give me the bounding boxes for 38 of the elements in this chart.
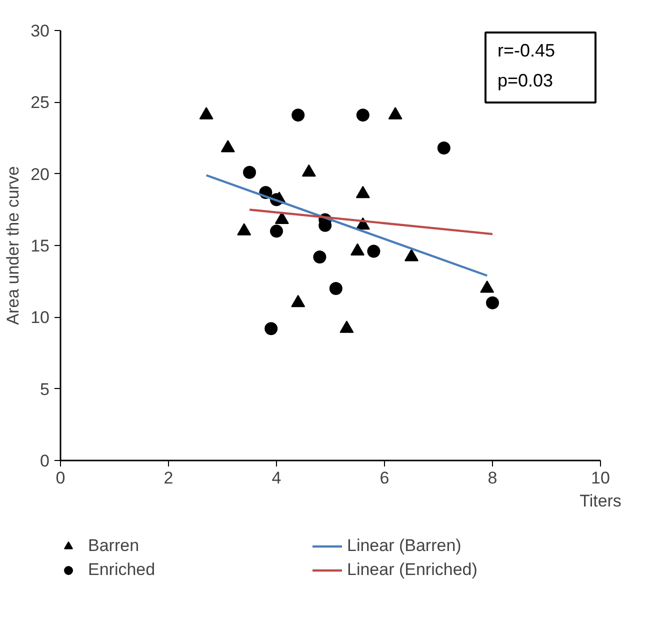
- y-tick-label: 20: [30, 164, 50, 184]
- point: [356, 108, 370, 122]
- point: [264, 322, 278, 336]
- y-tick-label: 10: [30, 308, 50, 328]
- point: [313, 250, 326, 264]
- point: [243, 166, 256, 179]
- y-axis-title: Area under the curve: [4, 166, 23, 325]
- point: [270, 224, 283, 238]
- x-tick-label: 8: [488, 468, 498, 488]
- point: [329, 282, 342, 295]
- y-tick-label: 5: [40, 380, 50, 399]
- y-tick-label: 30: [30, 22, 50, 40]
- x-tick-label: 10: [591, 468, 610, 488]
- y-tick-label: 0: [40, 452, 50, 470]
- y-tick-label: 25: [30, 93, 50, 112]
- point: [480, 280, 494, 293]
- legend-label: Linear (Barren): [347, 536, 462, 556]
- point: [350, 243, 364, 256]
- annotation: p=0.03: [498, 70, 554, 90]
- legend-label: Barren: [88, 536, 140, 556]
- point: [437, 142, 450, 155]
- annotation: r=-0.45: [498, 40, 556, 60]
- x-tick-label: 4: [272, 468, 282, 488]
- point: [274, 212, 289, 224]
- legend-label: Enriched: [88, 560, 156, 580]
- point: [340, 320, 354, 333]
- point: [291, 294, 306, 308]
- point: [237, 223, 252, 236]
- x-tick-label: 2: [164, 468, 174, 488]
- point: [486, 296, 499, 310]
- legend-label: Linear (Enriched): [347, 560, 478, 580]
- y-tick-label: 15: [30, 236, 50, 256]
- point: [292, 108, 305, 122]
- x-axis-title: Titers: [580, 492, 622, 510]
- point: [404, 248, 418, 262]
- x-tick-label: 0: [56, 468, 66, 488]
- point: [367, 244, 380, 258]
- x-tick-label: 6: [380, 468, 390, 488]
